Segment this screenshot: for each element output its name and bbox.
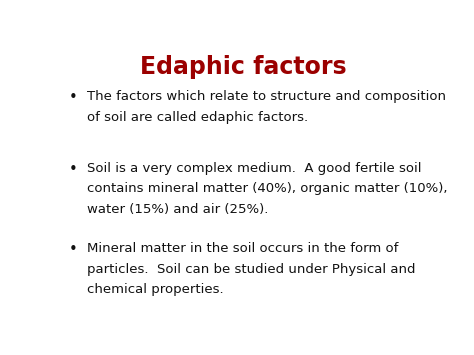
Text: Edaphic factors: Edaphic factors <box>140 55 346 79</box>
Text: •: • <box>69 162 78 176</box>
Text: Mineral matter in the soil occurs in the form of
particles.  Soil can be studied: Mineral matter in the soil occurs in the… <box>87 242 415 296</box>
Text: The factors which relate to structure and composition
of soil are called edaphic: The factors which relate to structure an… <box>87 91 446 124</box>
Text: Soil is a very complex medium.  A good fertile soil
contains mineral matter (40%: Soil is a very complex medium. A good fe… <box>87 162 447 215</box>
Text: •: • <box>69 242 78 257</box>
Text: •: • <box>69 91 78 105</box>
